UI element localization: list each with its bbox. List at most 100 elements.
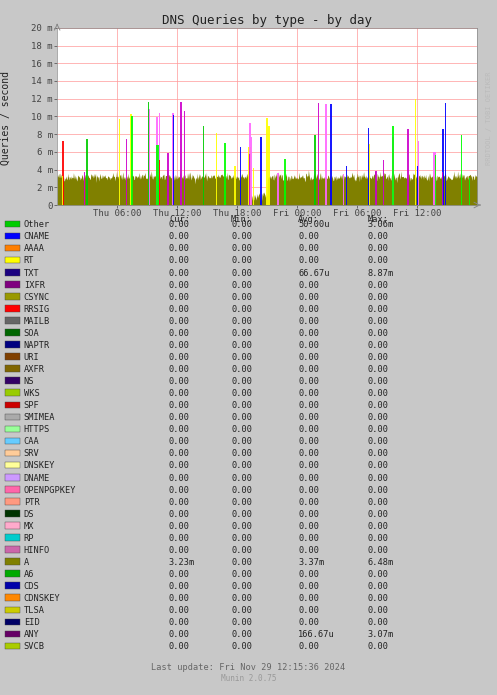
Text: 0.00: 0.00 xyxy=(231,341,252,350)
Text: 0.00: 0.00 xyxy=(231,293,252,302)
Text: Max:: Max: xyxy=(368,215,389,224)
Text: 0.00: 0.00 xyxy=(169,365,190,374)
Text: SOA: SOA xyxy=(24,329,40,338)
Text: 0.00: 0.00 xyxy=(368,570,389,579)
Text: 0.00: 0.00 xyxy=(169,473,190,482)
Text: CDNSKEY: CDNSKEY xyxy=(24,594,61,603)
Text: 0.00: 0.00 xyxy=(298,425,319,434)
Text: RP: RP xyxy=(24,534,34,543)
Text: 0.00: 0.00 xyxy=(169,329,190,338)
Text: 0.00: 0.00 xyxy=(368,365,389,374)
Text: 0.00: 0.00 xyxy=(298,377,319,386)
Text: 0.00: 0.00 xyxy=(169,498,190,507)
Text: Last update: Fri Nov 29 12:15:36 2024: Last update: Fri Nov 29 12:15:36 2024 xyxy=(152,663,345,672)
Text: 0.00: 0.00 xyxy=(169,425,190,434)
Text: 0.00: 0.00 xyxy=(231,353,252,362)
Text: 0.00: 0.00 xyxy=(368,414,389,423)
Text: CSYNC: CSYNC xyxy=(24,293,50,302)
Text: NAPTR: NAPTR xyxy=(24,341,50,350)
Text: CDS: CDS xyxy=(24,582,40,591)
Text: 50.00u: 50.00u xyxy=(298,220,330,229)
Text: RT: RT xyxy=(24,256,34,265)
Text: RRDTOOL / TOBI OETIKER: RRDTOOL / TOBI OETIKER xyxy=(486,72,492,165)
Text: WKS: WKS xyxy=(24,389,40,398)
Text: 0.00: 0.00 xyxy=(231,425,252,434)
Text: 0.00: 0.00 xyxy=(298,486,319,495)
Text: 0.00: 0.00 xyxy=(368,546,389,555)
Text: 0.00: 0.00 xyxy=(298,414,319,423)
Text: 0.00: 0.00 xyxy=(231,498,252,507)
Text: 0.00: 0.00 xyxy=(298,293,319,302)
Text: 0.00: 0.00 xyxy=(231,317,252,326)
Text: 0.00: 0.00 xyxy=(169,281,190,290)
Text: 0.00: 0.00 xyxy=(298,281,319,290)
Text: 0.00: 0.00 xyxy=(169,389,190,398)
Text: 0.00: 0.00 xyxy=(368,582,389,591)
Text: 0.00: 0.00 xyxy=(169,630,190,639)
Text: URI: URI xyxy=(24,353,40,362)
Text: 66.67u: 66.67u xyxy=(298,268,330,277)
Text: 0.00: 0.00 xyxy=(298,582,319,591)
Text: 0.00: 0.00 xyxy=(231,546,252,555)
Text: 0.00: 0.00 xyxy=(231,256,252,265)
Text: 0.00: 0.00 xyxy=(169,377,190,386)
Text: 0.00: 0.00 xyxy=(298,534,319,543)
Text: 0.00: 0.00 xyxy=(231,414,252,423)
Text: 0.00: 0.00 xyxy=(368,256,389,265)
Text: 0.00: 0.00 xyxy=(298,546,319,555)
Text: 0.00: 0.00 xyxy=(231,450,252,459)
Text: 0.00: 0.00 xyxy=(169,534,190,543)
Text: 0.00: 0.00 xyxy=(231,304,252,313)
Text: Cur:: Cur: xyxy=(169,215,190,224)
Text: 0.00: 0.00 xyxy=(368,341,389,350)
Text: AAAA: AAAA xyxy=(24,245,45,254)
Text: 0.00: 0.00 xyxy=(231,570,252,579)
Text: 0.00: 0.00 xyxy=(368,437,389,446)
Text: Munin 2.0.75: Munin 2.0.75 xyxy=(221,674,276,683)
Text: 0.00: 0.00 xyxy=(368,304,389,313)
Text: 0.00: 0.00 xyxy=(169,353,190,362)
Text: 0.00: 0.00 xyxy=(298,450,319,459)
Text: 0.00: 0.00 xyxy=(231,582,252,591)
Text: 0.00: 0.00 xyxy=(298,245,319,254)
Text: 0.00: 0.00 xyxy=(298,642,319,651)
Text: 0.00: 0.00 xyxy=(298,619,319,628)
Text: 0.00: 0.00 xyxy=(231,630,252,639)
Text: 0.00: 0.00 xyxy=(368,509,389,518)
Text: 0.00: 0.00 xyxy=(298,473,319,482)
Text: 0.00: 0.00 xyxy=(231,365,252,374)
Text: 0.00: 0.00 xyxy=(368,293,389,302)
Text: DS: DS xyxy=(24,509,34,518)
Text: 0.00: 0.00 xyxy=(231,509,252,518)
Text: 0.00: 0.00 xyxy=(169,220,190,229)
Text: 0.00: 0.00 xyxy=(298,341,319,350)
Text: 0.00: 0.00 xyxy=(169,450,190,459)
Text: 0.00: 0.00 xyxy=(368,329,389,338)
Text: 0.00: 0.00 xyxy=(169,594,190,603)
Text: 0.00: 0.00 xyxy=(368,245,389,254)
Text: 0.00: 0.00 xyxy=(298,317,319,326)
Text: 0.00: 0.00 xyxy=(169,570,190,579)
Text: 0.00: 0.00 xyxy=(169,642,190,651)
Text: 8.87m: 8.87m xyxy=(368,268,394,277)
Text: 0.00: 0.00 xyxy=(298,498,319,507)
Text: 0.00: 0.00 xyxy=(169,256,190,265)
Text: Min:: Min: xyxy=(231,215,252,224)
Text: MAILB: MAILB xyxy=(24,317,50,326)
Text: 0.00: 0.00 xyxy=(231,606,252,615)
Text: 0.00: 0.00 xyxy=(231,486,252,495)
Text: TLSA: TLSA xyxy=(24,606,45,615)
Text: OPENPGPKEY: OPENPGPKEY xyxy=(24,486,77,495)
Text: 0.00: 0.00 xyxy=(231,522,252,531)
Text: 0.00: 0.00 xyxy=(231,642,252,651)
Text: 0.00: 0.00 xyxy=(298,232,319,241)
Text: 3.06m: 3.06m xyxy=(368,220,394,229)
Text: 0.00: 0.00 xyxy=(231,281,252,290)
Text: 0.00: 0.00 xyxy=(368,522,389,531)
Text: NS: NS xyxy=(24,377,34,386)
Text: 0.00: 0.00 xyxy=(169,341,190,350)
Text: SVCB: SVCB xyxy=(24,642,45,651)
Text: 0.00: 0.00 xyxy=(231,558,252,567)
Text: 0.00: 0.00 xyxy=(368,232,389,241)
Text: HTTPS: HTTPS xyxy=(24,425,50,434)
